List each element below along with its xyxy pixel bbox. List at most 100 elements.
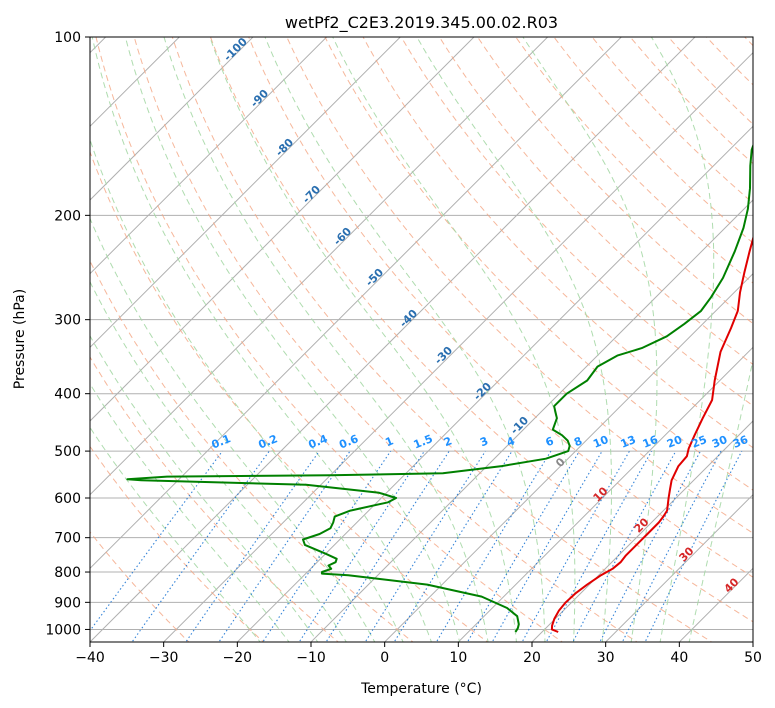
x-tick-label: −40 <box>75 650 105 666</box>
y-tick-label: 600 <box>54 491 81 507</box>
moist-adiabat-line <box>124 37 461 642</box>
mixing-ratio-label: 30 <box>710 433 729 451</box>
dry-adiabat-line <box>553 37 753 244</box>
adiabat-label: -60 <box>331 225 354 248</box>
isotherm-line <box>90 37 549 496</box>
adiabat-label: 10 <box>591 484 611 504</box>
isotherm-line <box>457 346 753 642</box>
adiabat-label: -70 <box>300 183 323 206</box>
background-lines <box>90 37 753 642</box>
isotherm-line <box>236 125 753 642</box>
y-axis-label: Pressure (hPa) <box>12 289 28 389</box>
x-tick-label: 0 <box>380 650 389 666</box>
isotherm-line <box>604 493 753 642</box>
mixing-ratio-label: 16 <box>641 433 660 451</box>
x-tick-label: 50 <box>744 650 762 666</box>
dry-adiabat-line <box>286 37 753 534</box>
y-tick-label: 300 <box>54 313 81 329</box>
isotherm-line <box>531 420 753 642</box>
y-tick-label: 500 <box>54 444 81 460</box>
isotherm-line <box>752 641 753 642</box>
isotherm-line <box>310 199 753 642</box>
adiabat-label: -50 <box>363 266 386 289</box>
y-tick-label: 700 <box>54 531 81 547</box>
mixing-ratio-label: 3 <box>478 434 490 449</box>
adiabat-label: -40 <box>397 307 420 330</box>
isotherm-line <box>90 37 328 275</box>
mixing-ratio-label: 8 <box>572 434 584 449</box>
mixing-ratio-line <box>262 450 392 642</box>
mixing-ratio-label: 13 <box>619 433 638 451</box>
dry-adiabat-line <box>400 37 753 407</box>
mixing-ratio-label: 36 <box>731 433 750 451</box>
y-tick-label: 800 <box>54 565 81 581</box>
mixing-ratio-line <box>599 450 701 642</box>
adiabat-label: -20 <box>471 380 494 403</box>
temperature-profile <box>550 235 753 633</box>
x-tick-label: 30 <box>597 650 615 666</box>
y-tick-label: 900 <box>54 595 81 611</box>
isotherm-line <box>383 272 753 642</box>
moist-adiabat-line <box>163 37 489 642</box>
mixing-ratio-line <box>131 450 270 642</box>
dry-adiabat-line <box>90 259 414 642</box>
mixing-ratio-label: 0.1 <box>210 432 233 451</box>
x-tick-label: 20 <box>523 650 541 666</box>
mixing-ratio-line <box>393 450 513 642</box>
isotherm-line <box>90 37 475 422</box>
isotherm-line <box>90 37 623 570</box>
dry-adiabat-line <box>210 37 753 623</box>
x-tick-label: −30 <box>149 650 179 666</box>
mixing-ratio-line <box>185 450 320 642</box>
adiabat-label: 40 <box>722 575 742 595</box>
dry-adiabat-line <box>90 356 339 642</box>
y-tick-label: 200 <box>54 208 81 224</box>
adiabat-label: -90 <box>248 87 271 110</box>
mixing-ratio-label: 0.4 <box>306 432 329 451</box>
dry-adiabat-line <box>324 37 753 491</box>
moist-adiabat-line <box>90 334 319 642</box>
moist-adiabat-line <box>90 426 261 642</box>
dry-adiabat-line <box>171 37 713 642</box>
x-tick-label: 40 <box>670 650 688 666</box>
mixing-ratio-line <box>572 450 677 642</box>
axes: −40 −30 −20 −10 0 10 20 30 40 5010020030040050060… <box>45 30 762 666</box>
dry-adiabat-line <box>133 37 638 642</box>
moist-adiabat-line <box>688 357 753 642</box>
dry-adiabat-line <box>515 37 753 284</box>
mixing-ratio-label: 2 <box>442 434 454 449</box>
mixing-ratio-line <box>298 450 425 642</box>
x-tick-label: 10 <box>449 650 467 666</box>
moist-adiabat-line <box>332 37 576 642</box>
adiabat-label: -100 <box>221 35 250 64</box>
x-axis-label: Temperature (°C) <box>360 681 482 697</box>
series-lines <box>126 143 753 633</box>
moist-adiabat-line <box>416 37 612 642</box>
dry-adiabat-line <box>744 37 753 47</box>
mixing-ratio-label: 25 <box>690 433 709 451</box>
adiabat-label: -80 <box>273 136 296 159</box>
line-labels: 0.1 0.2 0.4 0.6 1 1.5 2 3 4 6 8 10 13 16 20 25 30 36-100-… <box>210 35 751 596</box>
isotherm-line <box>90 37 402 349</box>
dewpoint-profile <box>126 143 753 633</box>
mixing-ratio-line <box>644 450 743 642</box>
moist-adiabat-line <box>650 37 715 642</box>
adiabat-label: 30 <box>677 544 697 564</box>
mixing-ratio-label: 10 <box>591 433 610 451</box>
dry-adiabat-line <box>90 150 489 642</box>
moist-adiabat-line <box>90 382 290 642</box>
chart-title: wetPf2_C2E3.2019.345.00.02.R03 <box>285 13 558 33</box>
dry-adiabat-line <box>477 37 753 325</box>
mixing-ratio-line <box>466 450 580 642</box>
mixing-ratio-line <box>364 450 486 642</box>
dry-adiabat-line <box>95 37 564 642</box>
dry-adiabat-line <box>438 37 753 366</box>
moist-adiabat-line <box>90 138 404 642</box>
mixing-ratio-line <box>325 450 450 642</box>
x-tick-label: −20 <box>223 650 253 666</box>
mixing-ratio-label: 6 <box>544 434 556 449</box>
dry-adiabat-line <box>90 445 265 642</box>
y-tick-label: 100 <box>54 30 81 46</box>
plot-frame <box>89 36 754 643</box>
